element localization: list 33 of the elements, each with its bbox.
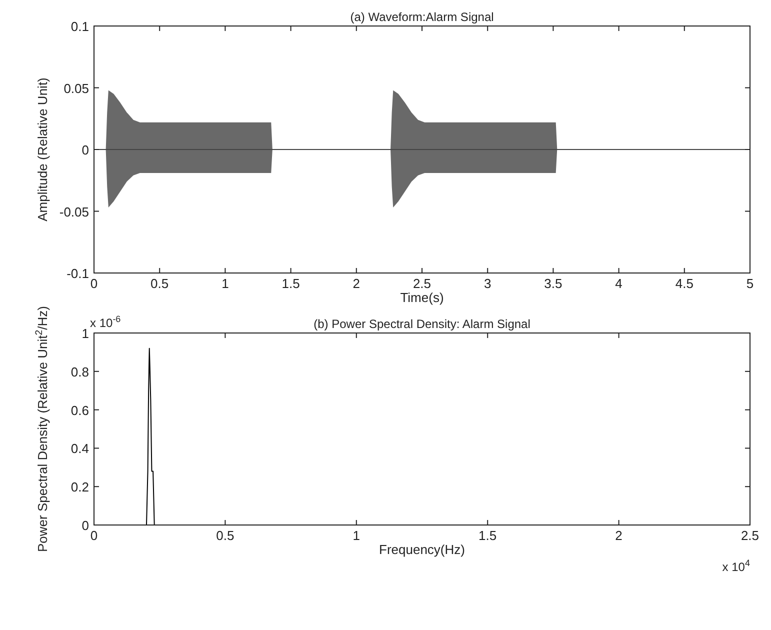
y-tick-label: 0.4	[70, 441, 89, 456]
y-tick-label: 0.6	[70, 402, 89, 418]
y-axis-title: Amplitude (Relative Unit)	[35, 78, 50, 222]
x-tick-label: 2.5	[740, 528, 760, 543]
x-tick-label: 4	[615, 276, 622, 291]
x-tick-label: 1.5	[282, 276, 300, 291]
text: x 10$^{-6}$	[90, 314, 121, 330]
x-tick-label: 4.5	[675, 276, 694, 291]
x-axis-title: Time(s)	[400, 290, 444, 305]
x-axis-title: Frequency(Hz)	[379, 542, 465, 557]
x-tick-label: 5	[746, 276, 754, 291]
y-tick-label: 0	[82, 142, 89, 158]
y-tick-label: 0.2	[70, 480, 89, 495]
x-tick-label: 3.5	[544, 276, 562, 291]
chart-title: (a) Waveform:Alarm Signal	[350, 10, 494, 24]
chart-title: (b) Power Spectral Density: Alarm Signal	[314, 317, 530, 331]
x-tick-label: 1	[352, 528, 360, 543]
y-tick-label: 1	[82, 326, 89, 341]
text: x 10$^{4}$	[722, 558, 750, 574]
y-tick-label: 0.8	[70, 364, 89, 380]
y-tick-label: -0.1	[66, 266, 89, 281]
x-tick-label: 0.5	[216, 528, 234, 543]
x-tick-label: 3	[484, 276, 492, 291]
y-tick-label: 0	[82, 518, 89, 533]
x-tick-label: 2	[615, 528, 622, 543]
y-tick-label: 0.05	[64, 80, 89, 96]
x-tick-label: 2.5	[412, 276, 432, 291]
y-tick-label: 0.1	[70, 19, 89, 34]
x-tick-label: 2	[352, 276, 360, 291]
x-tick-label: 1	[222, 276, 229, 291]
x-tick-label: 0.5	[150, 276, 169, 291]
x-tick-label: 1.5	[478, 528, 497, 543]
y-tick-label: -0.05	[59, 204, 89, 220]
